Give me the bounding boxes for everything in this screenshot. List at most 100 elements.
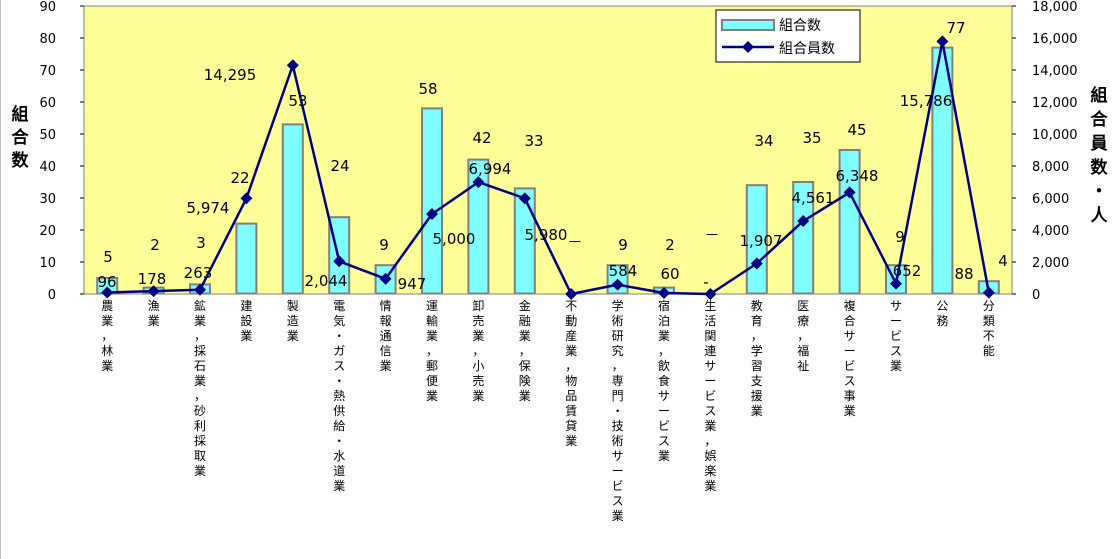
category-label: 学術研究，専門・技術サービス業	[612, 298, 624, 523]
line-marker	[472, 176, 485, 189]
bar	[281, 123, 304, 295]
bar	[513, 187, 536, 295]
bar-data-label: 33	[524, 132, 543, 150]
right-axis-tick-label: 2,000	[1032, 256, 1069, 271]
line-marker	[611, 278, 624, 291]
line-marker	[240, 192, 253, 205]
line-data-label: 6,994	[469, 160, 512, 178]
category-label: 分類不能	[983, 299, 995, 358]
right-axis-tick-label: 6,000	[1032, 192, 1069, 207]
category-label: 情報通信業	[380, 299, 392, 373]
line-data-label: 5,974	[187, 199, 230, 217]
bar	[235, 222, 258, 295]
bar-data-label: －	[704, 226, 719, 244]
line-data-label: 178	[138, 270, 167, 288]
line-marker	[982, 286, 995, 299]
bar	[467, 158, 490, 295]
category-label: 建設業	[240, 299, 252, 343]
line-data-label: 5,000	[433, 230, 476, 248]
category-label: 運輸業，郵便業	[426, 299, 438, 403]
line-marker	[797, 215, 810, 228]
line-marker	[518, 192, 531, 205]
line-data-label: -	[703, 273, 708, 291]
category-label: 公務	[936, 299, 948, 328]
bar-data-label: 34	[754, 132, 773, 150]
category-label: 教育，学習支援業	[751, 298, 763, 418]
category-label: 宿泊業，飲食サービス業	[658, 298, 670, 463]
left-axis-tick-label: 30	[39, 192, 56, 207]
category-label: 複合サービス事業	[844, 298, 856, 418]
category-label: 金融業，保険業	[519, 298, 531, 403]
line-series	[107, 40, 991, 296]
right-axis-tick-label: 12,000	[1032, 96, 1078, 111]
bar-data-label: 9	[895, 228, 905, 246]
line-data-label: 5,980	[525, 226, 568, 244]
line-data-label: 652	[893, 262, 922, 280]
right-axis-title-char: 合	[1091, 109, 1109, 130]
line-data-label: 14,295	[204, 66, 257, 84]
right-axis-title-char: 数	[1091, 157, 1109, 178]
line-data-label: 88	[954, 265, 973, 283]
right-axis-tick-label: 8,000	[1032, 160, 1069, 175]
legend-bar-swatch	[721, 19, 775, 31]
bar-data-label: 5	[103, 248, 113, 266]
line-data-label: 96	[97, 273, 116, 291]
bar-data-label: 42	[472, 129, 491, 147]
right-axis-title-char: 人	[1091, 206, 1109, 226]
bar-data-label: 53	[288, 92, 307, 110]
right-axis-tick-label: 0	[1032, 288, 1040, 303]
right-axis-title-char: 員	[1090, 134, 1108, 154]
right-axis-tick-label: 18,000	[1032, 0, 1078, 15]
category-label: 鉱業，採石業，砂利採取業	[194, 298, 206, 478]
bar-data-label: －	[567, 233, 582, 251]
category-label: サービス業	[890, 299, 902, 373]
legend-bar-label: 組合数	[779, 18, 821, 34]
category-label: 生活関連サービス業，娯楽業	[704, 299, 716, 493]
category-label: 製造業	[287, 299, 299, 343]
legend-line-marker	[742, 41, 754, 53]
left-axis-tick-label: 0	[48, 288, 56, 303]
category-label: 電気・ガス・熱供給・水道業	[333, 299, 345, 493]
bar	[792, 181, 815, 295]
right-axis-title-char: 組	[1091, 85, 1108, 106]
bar-data-label: 4	[998, 252, 1008, 270]
right-axis-tick-label: 16,000	[1032, 32, 1078, 47]
frame-edge	[0, 0, 1, 559]
bar-data-label: 9	[379, 236, 389, 254]
category-label: 漁業	[148, 299, 160, 328]
category-label: 卸売業，小売業	[472, 298, 484, 403]
bar-data-label: 2	[150, 236, 160, 254]
plot-area	[83, 5, 1013, 295]
category-label: 医療，福祉	[797, 299, 809, 373]
line-data-label: 15,786	[900, 92, 953, 110]
bar-data-label: 77	[946, 19, 965, 37]
bar	[421, 107, 443, 295]
right-axis-tick-label: 4,000	[1032, 224, 1069, 239]
left-axis-tick-label: 70	[39, 64, 56, 79]
right-axis-tick-label: 14,000	[1032, 64, 1078, 79]
line-marker	[843, 186, 856, 199]
left-axis-tick-label: 40	[39, 160, 56, 175]
line-data-label: 4,561	[792, 189, 835, 207]
line-data-label: 6,348	[836, 167, 879, 185]
left-axis-tick-label: 20	[39, 224, 56, 239]
legend-line-label: 組合員数	[779, 41, 835, 57]
line-marker	[704, 288, 717, 300]
left-axis-tick-label: 60	[39, 96, 56, 111]
line-data-label: 263	[184, 264, 213, 282]
line-marker	[750, 257, 763, 270]
bar-data-label: 9	[618, 236, 628, 254]
line-marker	[936, 35, 949, 48]
bar	[838, 149, 861, 295]
line-marker	[890, 277, 902, 290]
line-marker	[565, 288, 578, 300]
line-marker	[333, 255, 346, 268]
left-axis-title-char: 組	[12, 104, 29, 125]
line-data-label: 947	[398, 275, 427, 293]
bar-data-label: 45	[847, 121, 866, 139]
right-axis-tick-label: 10,000	[1032, 128, 1078, 143]
line-marker	[286, 59, 299, 72]
bar-data-label: 35	[802, 129, 821, 147]
bar-data-label: 22	[230, 169, 249, 187]
